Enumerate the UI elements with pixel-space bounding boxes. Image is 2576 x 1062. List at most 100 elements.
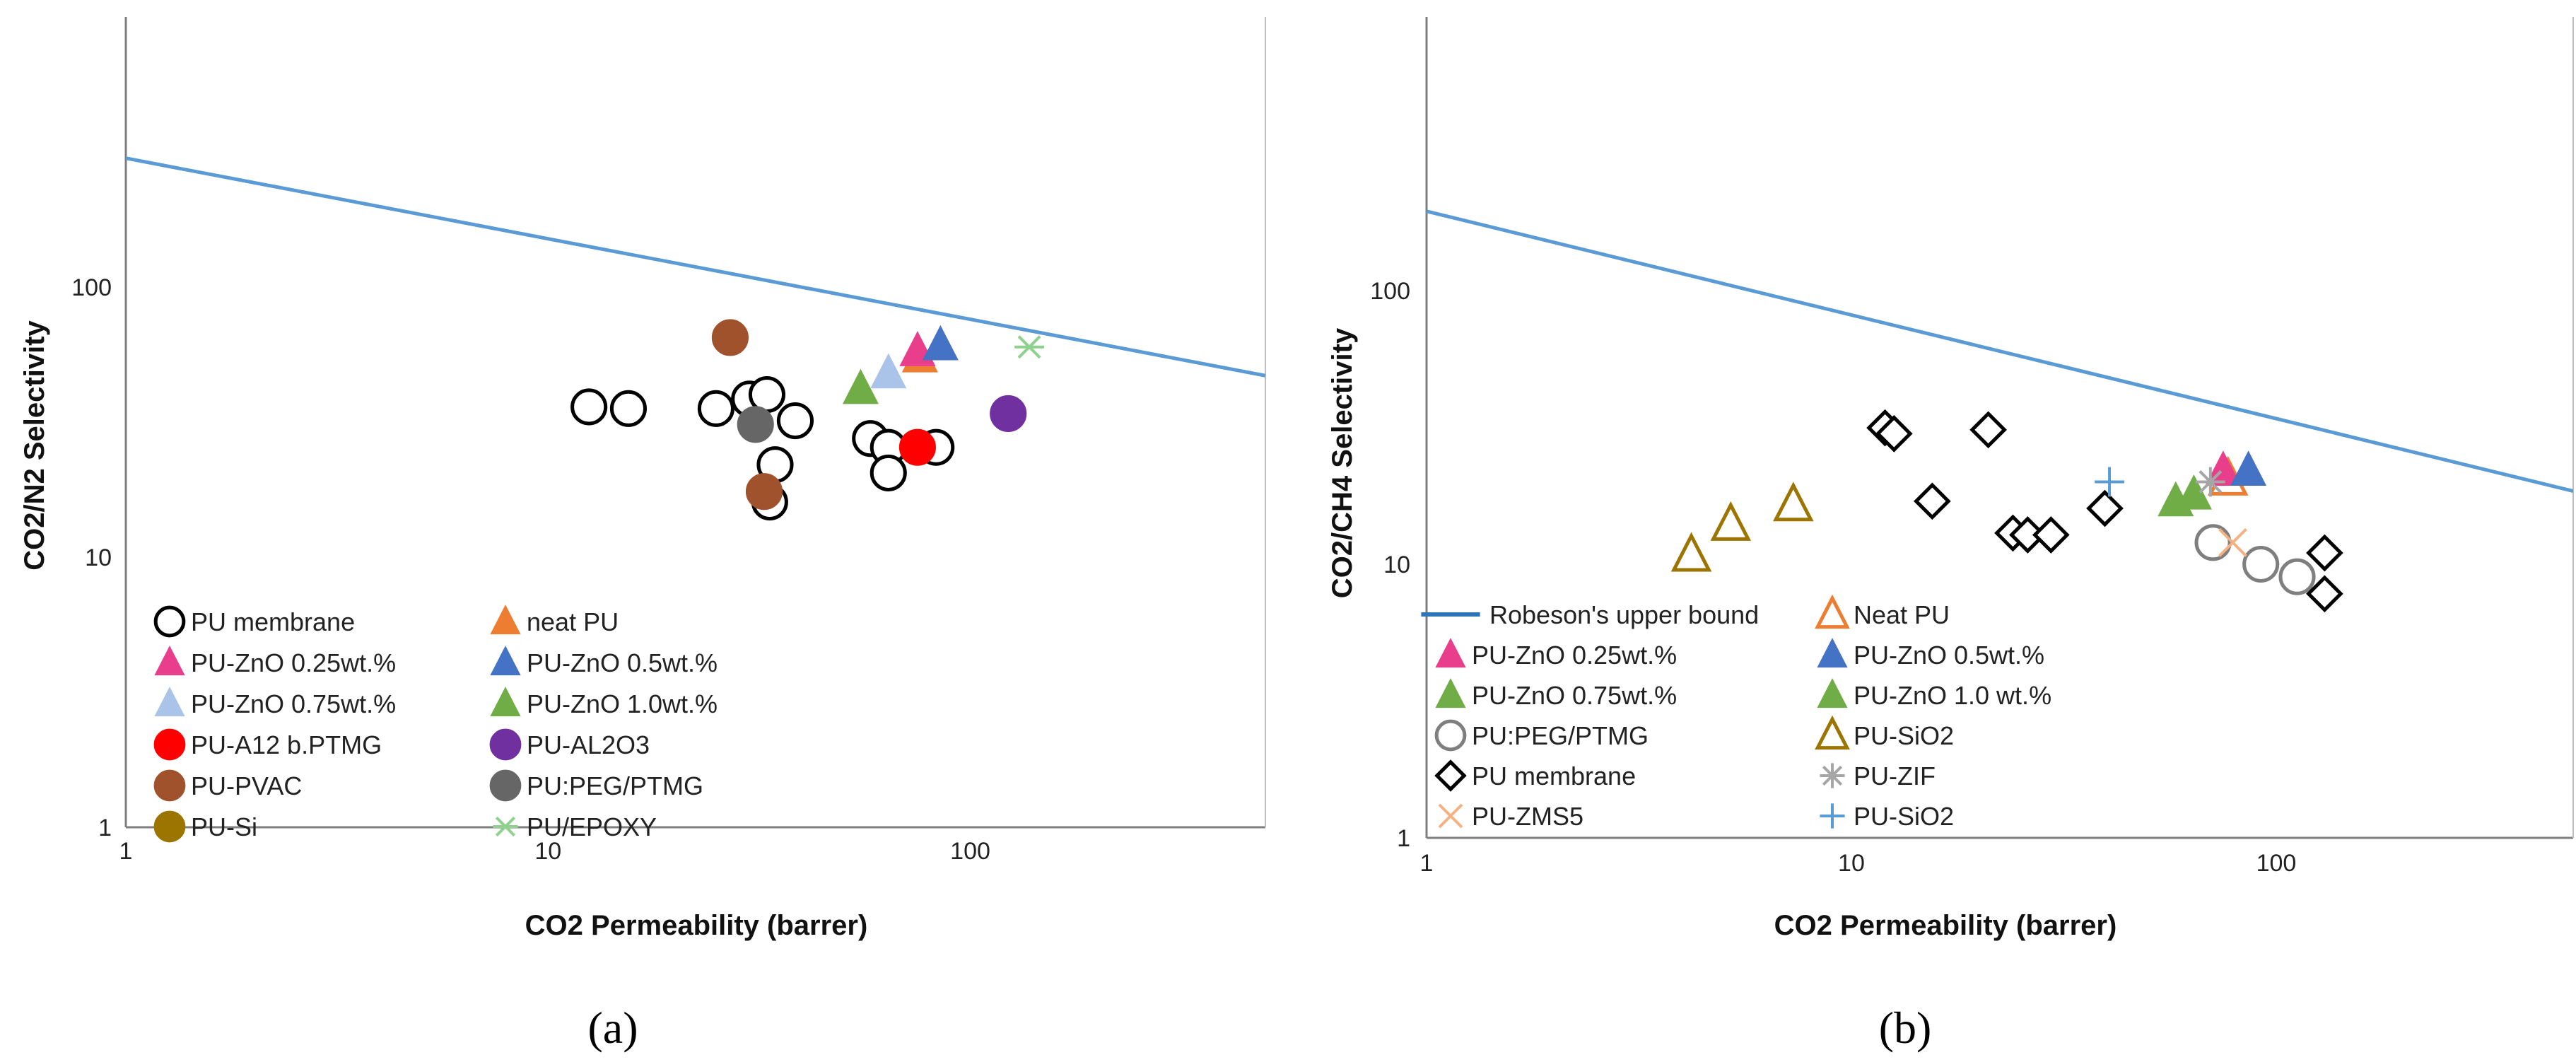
panel-b-y-tick-label: 10 [1383, 552, 1410, 578]
panel-a-legend-marker-pu-zno-0-5wt [490, 646, 521, 676]
panel-a-legend-label: PU-ZnO 0.75wt.% [191, 689, 396, 718]
panel-a-y-tick-label: 10 [85, 544, 112, 571]
panel-a-legend-label: PU-PVAC [191, 771, 302, 800]
panel-b-x-tick-label: 10 [1838, 850, 1865, 877]
panel-b-legend-marker-neat-pu [1815, 594, 1850, 629]
panel-a-legend-marker-pu-epoxy [493, 816, 518, 837]
panel-b-x-tick-label: 1 [1420, 850, 1434, 877]
panel-b-xlabel: CO2 Permeability (barrer) [1774, 910, 2117, 941]
panel-b-legend-marker-pu-sio2 [1815, 715, 1850, 750]
panel-a-point-pu-zno-0-5wt [922, 325, 959, 361]
panel-a-legend-marker-pu-pvac [153, 769, 186, 802]
panel-b-legend-label: PU-ZMS5 [1472, 802, 1583, 831]
panel-b-ticks: 1 10 100 1 10 100 [1370, 278, 2296, 877]
panel-b-point-pu-sio2 [1710, 501, 1752, 541]
panel-a-legend-label: PU/EPOXY [527, 812, 657, 841]
panel-b-point-pu-sio2 [2095, 467, 2124, 497]
panel-b-caption: (b) [1879, 1003, 1932, 1053]
panel-b-point-pu-sio2 [1773, 482, 1814, 522]
panel-b-legend-label: PU-ZIF [1854, 762, 1936, 790]
panel-a-point-pu-membrane [609, 390, 648, 427]
panel-a-legend-label: PU-ZnO 0.25wt.% [191, 648, 396, 677]
panel-b-upper-bound-line [1427, 209, 2573, 494]
panel-b-point-pu-zms5 [2218, 527, 2247, 557]
panel-b-legend-marker-pu-zno-0-5wt [1817, 638, 1848, 668]
panel-a-x-tick-label: 1 [119, 838, 133, 865]
panel-a: 1 10 100 1 10 100 CO2 Permeability (barrer) C… [19, 17, 1266, 1053]
panel-a-legend-marker-pu-si [153, 810, 186, 843]
panel-a-legend: PU membrane neat PU PU-ZnO 0.25wt.% PU-ZnO … [153, 605, 718, 843]
panel-b-point-pu-membrane [2086, 489, 2124, 527]
panel-b-ylabel: CO2/CH4 Selectivity [1327, 327, 1358, 598]
panel-a-upper-bound-line [126, 156, 1265, 378]
panel-a-ylabel: CO2/N2 Selectivity [19, 320, 50, 571]
panel-a-point-pu-al2o3 [990, 395, 1027, 433]
panel-a-legend-marker-pu-zno-0-75wt [154, 687, 185, 717]
panel-b-point-pu-zif [2195, 467, 2225, 497]
panel-b-legend-label: PU-ZnO 1.0 wt.% [1854, 681, 2051, 710]
panel-b-y-tick-label: 1 [1397, 825, 1410, 852]
panel-b-legend-marker-pu-zif [1820, 763, 1845, 788]
panel-a-point-pu-epoxy [1014, 335, 1044, 359]
panel-a-legend-marker-pu-al2o3 [489, 728, 522, 761]
panel-a-caption: (a) [587, 1003, 638, 1053]
panel-b-legend-marker-pu-zms5 [1438, 803, 1463, 829]
panel-b-legend-marker-pu-zno-0-75wt [1435, 678, 1466, 708]
panel-a-ticks: 1 10 100 1 10 100 [71, 274, 990, 865]
panel-a-y-tick-label: 1 [98, 815, 112, 841]
panel-a-legend-marker-pu-zno-1-0wt [490, 687, 521, 717]
panel-b-point-pu-membrane [1914, 482, 1951, 520]
panel-a-point-pu-pvac [745, 473, 783, 510]
panel-b-point-pu-peg-ptmg [2242, 545, 2280, 583]
panel-b-legend-label: PU membrane [1472, 762, 1636, 790]
panel-b-point-pu-membrane [2032, 516, 2070, 554]
panel-a-legend-marker-pu-a12-b-ptmg [153, 728, 186, 761]
panel-a-point-pu-membrane [697, 390, 735, 427]
panel-a-legend-marker-pu-peg-ptmg [489, 769, 522, 802]
panel-a-x-tick-label: 100 [950, 838, 990, 865]
panel-a-legend-label: PU-A12 b.PTMG [191, 730, 382, 759]
panel-a-point-pu-membrane [570, 388, 608, 426]
panel-a-point-pu-membrane [870, 454, 907, 491]
panel-b-legend-label: PU-ZnO 0.5wt.% [1854, 641, 2044, 670]
panel-b-legend: Robeson's upper bound Neat PU PU-ZnO 0.25w… [1421, 594, 2051, 831]
panel-b-point-pu-sio2 [1670, 532, 1712, 572]
panel-b-point-pu-membrane [1969, 411, 2007, 449]
panel-a-legend-label: PU-ZnO 0.5wt.% [527, 648, 718, 677]
panel-a-legend-label: PU-Si [191, 812, 257, 841]
panel-a-legend-label: PU:PEG/PTMG [527, 771, 703, 800]
panel-a-legend-label: PU-AL2O3 [527, 730, 650, 759]
panel-b-y-tick-label: 100 [1370, 278, 1410, 305]
panel-b-legend-label: PU-SiO2 [1854, 802, 1954, 831]
panel-b-legend-marker-pu-sio2 [1820, 803, 1845, 829]
panel-a-legend-marker-pu-zno-0-25wt [154, 646, 185, 676]
panel-b-legend-label: PU-ZnO 0.75wt.% [1472, 681, 1677, 710]
panel-b-point-pu-membrane [2306, 575, 2343, 613]
panel-a-xlabel: CO2 Permeability (barrer) [525, 910, 868, 941]
panel-b-legend-marker-pu-peg-ptmg [1434, 719, 1467, 752]
panel-b-legend-marker-pu-membrane [1434, 759, 1467, 792]
panel-b-x-tick-label: 100 [2256, 850, 2297, 877]
panel-a-y-tick-label: 100 [71, 274, 112, 301]
panel-a-x-tick-label: 10 [534, 838, 561, 865]
panel-b-legend-label: PU:PEG/PTMG [1472, 721, 1649, 750]
panel-b-point-pu-zno-1-0-wt [2175, 474, 2212, 510]
panel-a-point-pu-membrane [776, 402, 814, 440]
panel-a-legend-marker-pu-membrane [153, 605, 186, 638]
panel-a-point-pu-zno-1-0wt [842, 368, 879, 404]
panel-a-point-pu-zno-0-75wt [870, 353, 907, 389]
panel-b-legend-marker-pu-zno-1-0-wt [1817, 678, 1848, 708]
panel-b-point-pu-zno-0-5wt [2230, 450, 2267, 486]
panel-b: 1 10 100 1 10 100 CO2 Permeability (barrer) C… [1327, 17, 2574, 1053]
panel-b-point-pu-membrane [2306, 534, 2343, 572]
panel-a-legend-marker-neat-pu [490, 605, 521, 635]
panel-b-legend-label: Neat PU [1854, 600, 1950, 629]
panel-a-point-pu-pvac [711, 319, 749, 356]
panel-a-point-pu-peg-ptmg [737, 406, 774, 443]
panel-a-point-pu-a12-b-ptmg [898, 428, 936, 466]
panel-a-marks [124, 17, 1266, 829]
panel-b-legend-label: PU-SiO2 [1854, 721, 1954, 750]
panel-a-legend-label: PU-ZnO 1.0wt.% [527, 689, 718, 718]
